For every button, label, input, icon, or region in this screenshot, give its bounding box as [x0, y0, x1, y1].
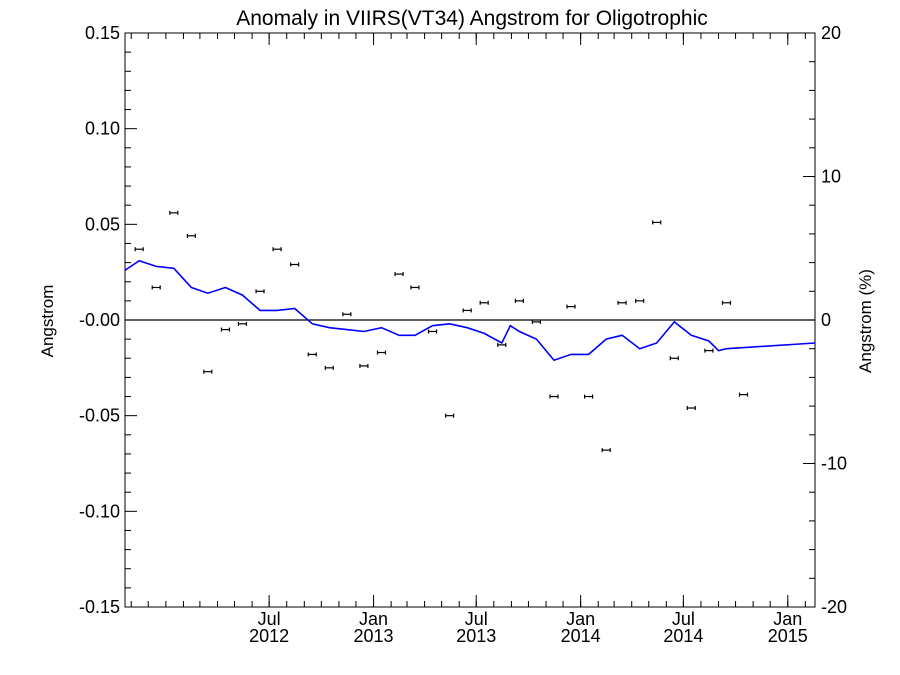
data-point: [549, 394, 559, 399]
data-point: [151, 285, 161, 290]
data-point: [738, 392, 749, 397]
y2-tick-label: 20: [821, 23, 841, 43]
data-point: [427, 329, 438, 334]
data-point: [342, 312, 352, 317]
data-point: [514, 298, 524, 303]
x-tick-month-label: Jan: [359, 609, 388, 629]
data-point: [497, 342, 507, 347]
data-layer: [124, 210, 816, 453]
data-point: [479, 300, 489, 305]
x-tick-month-label: Jul: [258, 609, 281, 629]
data-point: [704, 348, 714, 353]
data-point: [652, 220, 662, 225]
data-point: [186, 233, 196, 238]
data-point: [669, 356, 679, 361]
data-point: [531, 319, 541, 324]
x-tick-year-label: 2012: [249, 626, 289, 646]
data-point: [410, 285, 420, 290]
data-point: [686, 406, 696, 411]
data-point: [721, 300, 732, 305]
y2-axis-label: Angstrom (%): [856, 269, 875, 373]
y2-tick-label: 10: [821, 167, 841, 187]
x-tick-month-label: Jul: [672, 609, 695, 629]
data-point: [617, 300, 627, 305]
data-point: [566, 304, 576, 309]
data-point: [376, 350, 387, 355]
data-point: [635, 298, 645, 303]
x-tick-year-label: 2014: [561, 626, 601, 646]
y-tick-label: 0.10: [85, 119, 120, 139]
x-tick-year-label: 2015: [768, 626, 808, 646]
data-point: [601, 448, 611, 453]
data-point: [583, 394, 594, 399]
data-point: [307, 352, 317, 357]
axes: 0.15 0.10 0.05 -0.00 -0.05 -0.10 -0.15 20 10 0 -10…: [79, 23, 847, 646]
data-point: [324, 365, 334, 370]
y2-tick-label: 0: [821, 310, 831, 330]
x-tick-month-label: Jan: [566, 609, 595, 629]
x-tick-year-label: 2013: [456, 626, 496, 646]
data-point: [134, 247, 144, 252]
y-tick-label: -0.15: [79, 597, 120, 617]
data-point: [272, 247, 282, 252]
data-point: [462, 308, 472, 313]
y2-tick-label: -20: [821, 597, 847, 617]
data-point: [203, 369, 213, 374]
y-tick-label: -0.10: [79, 501, 120, 521]
trend-line-series: [124, 259, 816, 362]
chart-title: Anomaly in VIIRS(VT34) Angstrom for Olig…: [236, 7, 708, 30]
y-tick-label: 0.05: [85, 214, 120, 234]
y-tick-label: -0.05: [79, 406, 120, 426]
y2-tick-label: -10: [821, 454, 847, 474]
data-point: [290, 262, 300, 267]
data-point: [394, 272, 404, 277]
data-point: [237, 321, 248, 326]
x-tick-year-label: 2014: [663, 626, 703, 646]
data-point: [169, 210, 179, 215]
y-tick-label: 0.15: [85, 23, 120, 43]
x-tick-month-label: Jan: [773, 609, 802, 629]
data-point: [359, 363, 369, 368]
x-tick-year-label: 2013: [354, 626, 394, 646]
data-point: [444, 413, 455, 418]
data-point: [220, 327, 231, 332]
y-tick-label: -0.00: [79, 310, 120, 330]
y-axis-label: Angstrom: [38, 285, 57, 358]
data-point: [255, 289, 265, 294]
x-tick-month-label: Jul: [465, 609, 488, 629]
